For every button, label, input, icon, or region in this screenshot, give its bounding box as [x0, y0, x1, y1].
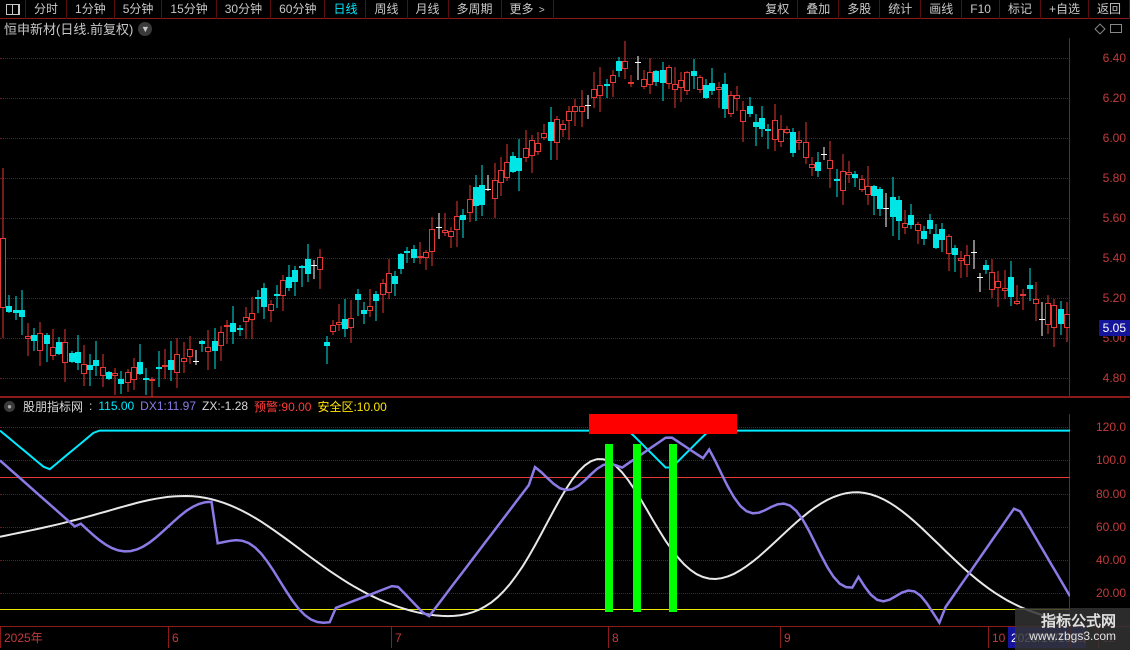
indicator-axis-label: 20.00	[1096, 586, 1126, 600]
price-axis-label: 5.80	[1103, 171, 1126, 185]
indicator-value1: 115.00	[98, 399, 134, 413]
period-15min[interactable]: 15分钟	[162, 0, 216, 19]
indicator-warn: 预警:90.00	[254, 398, 311, 415]
date-tick[interactable]: 6	[168, 627, 179, 648]
price-gridline	[0, 58, 1070, 59]
price-axis-label: 5.40	[1103, 251, 1126, 265]
price-axis-label: 6.40	[1103, 51, 1126, 65]
date-tick[interactable]: 7	[391, 627, 402, 648]
oscillator-chart[interactable]: 120.0 100.0 80.00 60.00 40.00 20.00	[0, 414, 1130, 626]
candlestick-chart[interactable]: 6.40 6.20 6.00 5.80 5.60 5.40 5.20 5.00 4.80 5.05	[0, 38, 1130, 398]
period-1min[interactable]: 1分钟	[67, 0, 115, 19]
btn-fuquan[interactable]: 复权	[757, 0, 798, 19]
watermark-title: 指标公式网	[1029, 614, 1116, 629]
price-gridline	[0, 98, 1070, 99]
indicator-axis-label: 120.0	[1096, 420, 1126, 434]
btn-huaxian[interactable]: 画线	[921, 0, 962, 19]
diamond-icon[interactable]	[1094, 23, 1105, 34]
date-axis[interactable]: 2025年6789102025/10/16/四1112	[0, 626, 1130, 648]
action-button-group: 复权 叠加 多股 统计 画线 F10 标记 +自选 返回	[757, 0, 1130, 19]
period-selector-group: 分时 1分钟 5分钟 15分钟 30分钟 60分钟 日线 周线 月线 多周期 更…	[0, 0, 757, 19]
price-gridline	[0, 338, 1070, 339]
period-more[interactable]: 更多 >	[502, 0, 554, 19]
price-gridline	[0, 298, 1070, 299]
price-axis-label: 4.80	[1103, 371, 1126, 385]
btn-biaoji[interactable]: 标记	[1000, 0, 1041, 19]
price-gridline	[0, 378, 1070, 379]
btn-zixuan[interactable]: +自选	[1041, 0, 1089, 19]
price-axis-label: 6.20	[1103, 91, 1126, 105]
vertical-axis-line	[1069, 38, 1070, 396]
chevron-right-icon: >	[539, 5, 545, 16]
indicator-axis-label: 40.00	[1096, 553, 1126, 567]
price-axis-label: 5.20	[1103, 291, 1126, 305]
signal-marker-bar[interactable]	[669, 444, 677, 612]
indicator-safe: 安全区:10.00	[317, 398, 386, 415]
btn-diejia[interactable]: 叠加	[798, 0, 839, 19]
price-axis-label: 6.00	[1103, 131, 1126, 145]
period-30min[interactable]: 30分钟	[217, 0, 271, 19]
current-price-badge: 5.05	[1099, 320, 1130, 336]
period-weekly[interactable]: 周线	[366, 0, 407, 19]
indicator-dx1: DX1:11.97	[140, 399, 196, 413]
price-gridline	[0, 258, 1070, 259]
btn-f10[interactable]: F10	[962, 0, 1000, 19]
indicator-toggle-icon[interactable]: ●	[4, 401, 15, 412]
signal-marker-bar[interactable]	[633, 444, 641, 612]
date-tick[interactable]: 8	[608, 627, 619, 648]
indicator-axis-label: 100.0	[1096, 453, 1126, 467]
layout-icon[interactable]	[0, 0, 26, 19]
window-icon[interactable]	[1110, 24, 1122, 33]
indicator-name: 股朋指标网	[23, 398, 83, 415]
period-fenshi[interactable]: 分时	[26, 0, 67, 19]
signal-marker-bar[interactable]	[605, 444, 613, 612]
stock-title-text: 恒申新材(日线.前复权)	[4, 19, 133, 38]
alert-box[interactable]	[589, 414, 651, 434]
btn-fanhui[interactable]: 返回	[1089, 0, 1130, 19]
title-dropdown-icon[interactable]: ▼	[138, 22, 152, 36]
period-monthly[interactable]: 月线	[408, 0, 449, 19]
top-toolbar: 分时 1分钟 5分钟 15分钟 30分钟 60分钟 日线 周线 月线 多周期 更…	[0, 0, 1130, 19]
price-gridline	[0, 138, 1070, 139]
stock-chart-app: 分时 1分钟 5分钟 15分钟 30分钟 60分钟 日线 周线 月线 多周期 更…	[0, 0, 1130, 650]
stock-title-bar: 恒申新材(日线.前复权) ▼	[0, 19, 1130, 38]
watermark: 指标公式网 www.zbgs3.com	[1015, 608, 1130, 650]
date-tick[interactable]: 2025年	[0, 627, 43, 648]
indicator-lines-svg	[0, 414, 1070, 626]
period-60min[interactable]: 60分钟	[271, 0, 325, 19]
indicator-zx: ZX:-1.28	[202, 399, 248, 413]
price-gridline	[0, 178, 1070, 179]
date-tick[interactable]: 10	[988, 627, 1005, 648]
indicator-header: ● 股朋指标网 : 115.00 DX1:11.97 ZX:-1.28 预警:9…	[0, 398, 1130, 414]
btn-duogu[interactable]: 多股	[839, 0, 880, 19]
period-multi[interactable]: 多周期	[449, 0, 502, 19]
indicator-axis-label: 60.00	[1096, 520, 1126, 534]
indicator-axis-label: 80.00	[1096, 487, 1126, 501]
watermark-url: www.zbgs3.com	[1029, 629, 1116, 643]
date-tick[interactable]: 9	[780, 627, 791, 648]
period-daily[interactable]: 日线	[325, 0, 366, 19]
indicator-panel[interactable]: ● 股朋指标网 : 115.00 DX1:11.97 ZX:-1.28 预警:9…	[0, 398, 1130, 626]
period-5min[interactable]: 5分钟	[115, 0, 163, 19]
price-axis-label: 5.60	[1103, 211, 1126, 225]
btn-tongji[interactable]: 统计	[880, 0, 921, 19]
alert-box[interactable]	[647, 414, 737, 434]
